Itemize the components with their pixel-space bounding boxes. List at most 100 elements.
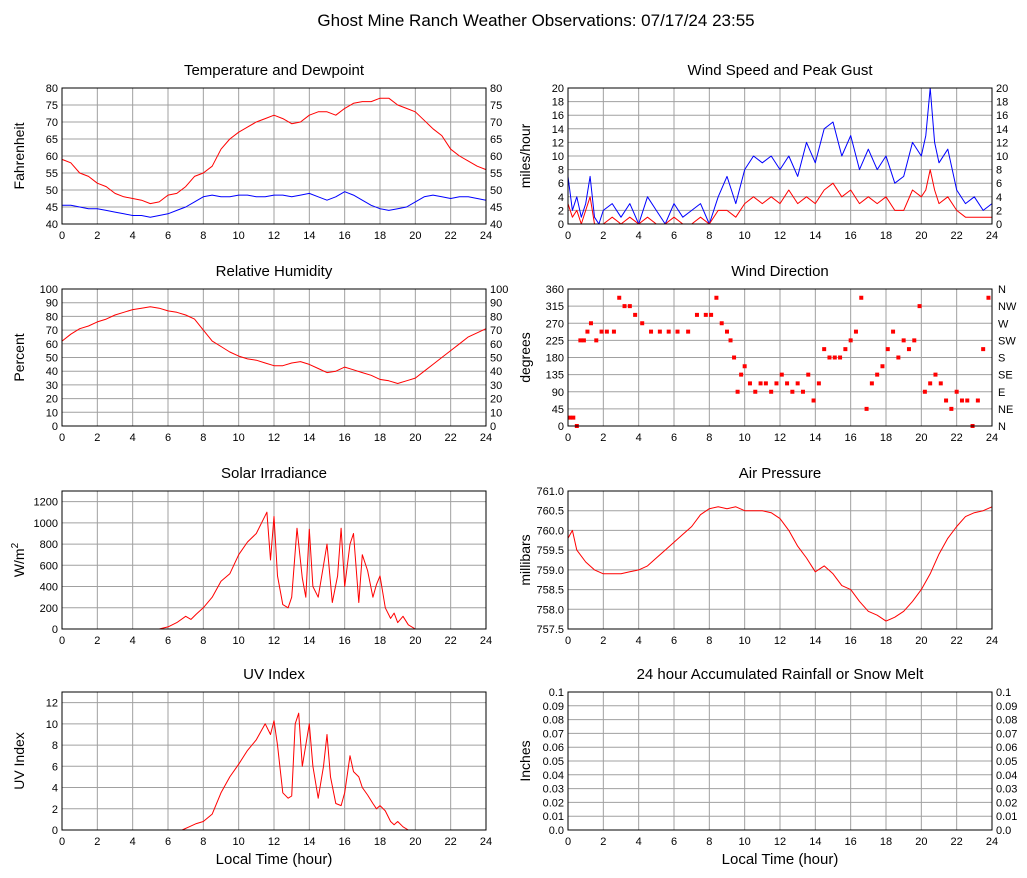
y-tick-label: 761.0: [536, 486, 564, 498]
y-tick-label: 50: [46, 353, 58, 365]
y-tick-label: 0: [52, 421, 58, 433]
x-tick-label: 24: [986, 230, 998, 242]
scatter-point: [853, 329, 858, 334]
scatter-point: [885, 347, 890, 352]
scatter-point: [633, 312, 638, 317]
y-tick-label-right: 45: [490, 202, 502, 214]
x-tick-label: 0: [565, 836, 571, 848]
x-tick-label: 0: [565, 635, 571, 647]
compass-tick-label: SW: [998, 335, 1016, 347]
plot-frame: [567, 87, 993, 225]
x-tick-label: 12: [268, 635, 280, 647]
x-tick-label: 2: [600, 432, 606, 444]
figure-title: Ghost Mine Ranch Weather Observations: 0…: [317, 11, 754, 30]
y-tick-label-right: 55: [490, 168, 502, 180]
y-tick-label-right: 0: [490, 421, 496, 433]
x-tick-label: 22: [951, 432, 963, 444]
scatter-point: [581, 338, 586, 343]
y-tick-label-right: 4: [996, 192, 1002, 204]
x-tick-label: 4: [636, 635, 642, 647]
scatter-point: [981, 347, 986, 352]
y-tick-label: 100: [40, 284, 58, 296]
y-tick-label: 759.0: [536, 565, 564, 577]
scatter-point: [811, 398, 816, 403]
x-tick-label: 18: [374, 432, 386, 444]
x-tick-label: 8: [706, 635, 712, 647]
y-tick-label-right: 6: [996, 178, 1002, 190]
chart-title: Air Pressure: [739, 465, 822, 482]
scatter-point: [880, 364, 885, 369]
x-tick-label: 12: [268, 836, 280, 848]
y-tick-label-right: 0.04: [996, 770, 1017, 782]
x-tick-label: 6: [671, 230, 677, 242]
scatter-point: [739, 372, 744, 377]
x-tick-label: 2: [94, 836, 100, 848]
y-tick-label: 600: [40, 560, 58, 572]
y-tick-label: 14: [552, 124, 564, 136]
chart-title: UV Index: [243, 666, 305, 683]
scatter-point: [604, 329, 609, 334]
y-tick-label-right: 100: [490, 284, 508, 296]
x-tick-label: 10: [739, 836, 751, 848]
x-tick-label: 6: [165, 230, 171, 242]
y-tick-label: 2: [52, 804, 58, 816]
scatter-point: [843, 347, 848, 352]
scatter-point: [901, 338, 906, 343]
compass-tick-label: NW: [998, 301, 1017, 313]
compass-tick-label: SE: [998, 370, 1013, 382]
y-tick-label-right: 18: [996, 97, 1008, 109]
scatter-point: [758, 381, 763, 386]
x-tick-label: 10: [233, 432, 245, 444]
x-tick-label: 10: [233, 635, 245, 647]
scatter-point: [666, 329, 671, 334]
scatter-point: [567, 415, 572, 420]
y-tick-label-right: 70: [490, 325, 502, 337]
x-tick-label: 20: [915, 432, 927, 444]
scatter-point: [891, 329, 896, 334]
y-tick-label: 0.08: [543, 715, 564, 727]
scatter-point: [938, 381, 943, 386]
y-tick-label: 16: [552, 110, 564, 122]
compass-tick-label: NE: [998, 404, 1013, 416]
scatter-point: [906, 347, 911, 352]
y-tick-label: 0: [52, 624, 58, 636]
x-tick-label: 4: [130, 635, 136, 647]
scatter-point: [816, 381, 821, 386]
scatter-point: [806, 372, 811, 377]
x-tick-label: 24: [986, 432, 998, 444]
y-tick-label: 0: [558, 219, 564, 231]
x-tick-label: 18: [374, 230, 386, 242]
x-tick-label: 6: [671, 836, 677, 848]
scatter-point: [686, 329, 691, 334]
x-tick-label: 16: [339, 836, 351, 848]
scatter-point: [611, 329, 616, 334]
y-tick-label: 315: [546, 301, 564, 313]
y-tick-label: 760.0: [536, 525, 564, 537]
scatter-point: [965, 398, 970, 403]
y-axis-label: Fahrenheit: [11, 122, 27, 189]
y-tick-label: 75: [46, 100, 58, 112]
x-tick-label: 24: [480, 836, 492, 848]
y-tick-label-right: 0: [996, 219, 1002, 231]
scatter-point: [848, 338, 853, 343]
x-tick-label: 18: [880, 635, 892, 647]
y-tick-label: 0: [558, 421, 564, 433]
y-axis-label: miles/hour: [517, 123, 533, 188]
plot-frame: [61, 87, 487, 225]
scatter-point: [769, 389, 774, 394]
y-tick-label: 1200: [34, 497, 58, 509]
x-tick-label: 8: [706, 432, 712, 444]
x-tick-label: 14: [303, 432, 315, 444]
x-tick-label: 18: [880, 432, 892, 444]
y-tick-label-right: 65: [490, 134, 502, 146]
x-tick-label: 16: [845, 635, 857, 647]
y-tick-label: 30: [46, 380, 58, 392]
scatter-point: [827, 355, 832, 360]
scatter-point: [859, 295, 864, 300]
chart-title: Wind Speed and Peak Gust: [687, 62, 873, 79]
x-tick-label: 20: [915, 635, 927, 647]
x-tick-label: 16: [845, 230, 857, 242]
x-tick-label: 12: [268, 432, 280, 444]
x-tick-label: 10: [233, 836, 245, 848]
